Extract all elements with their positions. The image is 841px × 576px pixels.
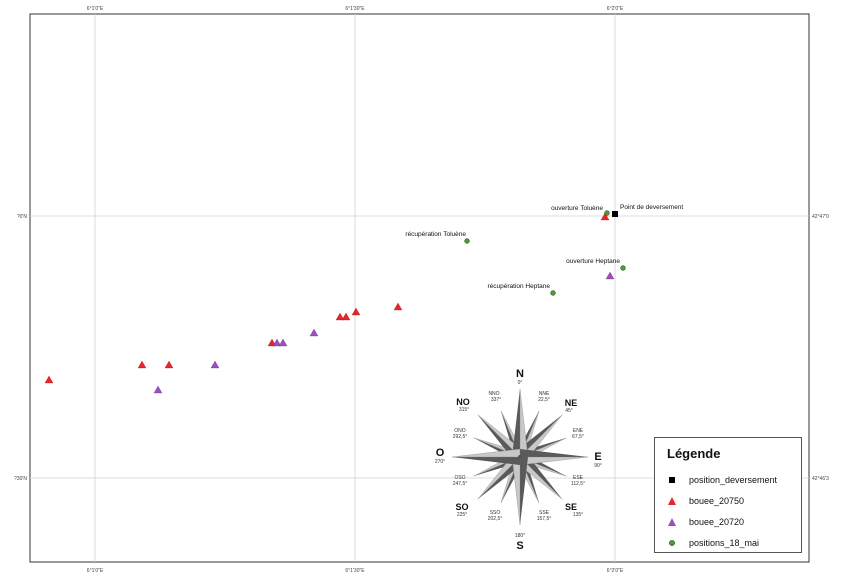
legend-item-bouee-20720: bouee_20720 [663,511,793,532]
compass-label-ene: ENE [573,428,584,434]
square-icon[interactable] [612,211,618,217]
red-triangle-icon[interactable] [44,375,54,384]
top-tick-label: 6°1'30"E [345,6,365,12]
legend-item-label: positions_18_mai [689,537,760,548]
compass-label-no: NO [456,397,470,407]
bouee-20750-layer [44,212,610,384]
compass-deg-sso: 202,5° [488,516,503,522]
top-tick-label: 6°1'0"E [87,6,104,12]
compass-deg-se: 135° [573,512,583,518]
red-triangle-icon[interactable] [335,312,345,321]
legend-item-label: bouee_20720 [689,516,745,527]
bottom-tick-label: 6°1'0"E [87,568,104,574]
compass-center [518,455,522,459]
label-recuperation-heptane: récupération Heptane [487,283,550,290]
compass-deg-ene: 67,5° [572,434,584,440]
red-triangle-icon[interactable] [351,307,361,316]
compass-deg-no: 315° [459,407,469,413]
green-circle-icon [663,539,681,547]
label-ouverture-heptane: ouverture Heptane [566,258,620,265]
right-tick-label: 42°46'3 [812,476,829,482]
red-triangle-icon[interactable] [600,212,610,221]
green-circle-icon[interactable] [464,238,470,244]
purple-triangle-icon[interactable] [278,338,288,347]
compass-label-ono: ONO [454,428,466,434]
compass-point [520,457,528,525]
compass-label-nno: NNO [488,391,499,397]
purple-triangle-icon[interactable] [605,271,615,280]
compass-point [512,389,520,457]
purple-triangle-icon[interactable] [210,360,220,369]
bottom-tick-label: 6°2'0"E [607,568,624,574]
compass-deg-nno: 337° [491,397,501,403]
legend-item-label: position_deversement [689,474,778,485]
purple-triangle-icon[interactable] [153,385,163,394]
green-circle-icon[interactable] [550,290,556,296]
red-triangle-icon[interactable] [164,360,174,369]
compass-deg-s: 180° [515,533,525,539]
compass-label-s: S [516,540,523,552]
compass-deg-oso: 247,5° [453,481,468,487]
bottom-tick-label: 6°1'30"E [345,568,365,574]
compass-deg-o: 270° [435,459,445,465]
square-icon [663,476,681,484]
compass-deg-sse: 157,5° [537,516,552,522]
compass-label-nne: NNE [539,391,550,397]
red-triangle-icon [663,496,681,506]
label-ouverture-toluene: ouverture Toluène [551,205,603,212]
label-point-deversement: Point de deversement [620,204,683,211]
bouee-20720-layer [153,271,615,394]
top-tick-label: 6°2'0"E [607,6,624,12]
compass-point [520,449,588,457]
compass-label-ne: NE [565,398,578,408]
compass-label-sse: SSE [539,510,550,516]
compass-deg-ne: 45° [565,408,573,414]
compass-label-n: N [516,368,524,380]
compass-label-oso: OSO [454,475,465,481]
legend-item-label: bouee_20750 [689,495,745,506]
compass-point [452,457,520,465]
compass-label-e: E [594,451,601,463]
legend-title: Légende [667,446,721,461]
compass-label-ese: ESE [573,475,584,481]
compass-deg-ono: 292,5° [453,434,468,440]
compass-deg-e: 90° [594,463,602,469]
compass-rose-icon: N 0° S 180° E 90° O 270° NE 45° NO 315° … [435,368,602,552]
red-triangle-icon[interactable] [393,302,403,311]
left-tick-label: ?30'N [14,476,27,482]
green-circle-icon[interactable] [620,265,626,271]
compass-label-sso: SSO [490,510,501,516]
label-recuperation-toluene: récupération Toluène [405,231,466,238]
legend-box: Légende position_deversement bouee_20750… [654,437,802,553]
legend-item-positions-18-mai: positions_18_mai [663,532,793,553]
positions-18-mai-layer [464,210,626,296]
compass-deg-ese: 112,5° [571,481,585,487]
compass-deg-n: 0° [518,380,523,386]
left-tick-label: ?0'N [17,214,28,220]
compass-points [451,388,589,526]
red-triangle-icon[interactable] [341,312,351,321]
green-circle-icon[interactable] [604,210,610,216]
compass-label-so: SO [455,502,468,512]
purple-triangle-icon[interactable] [309,328,319,337]
right-tick-label: 42°47'0 [812,214,829,220]
purple-triangle-icon [663,517,681,527]
compass-point [451,448,521,458]
legend-item-position-deversement: position_deversement [663,469,793,490]
purple-triangle-icon[interactable] [272,338,282,347]
compass-label-o: O [436,447,445,459]
compass-label-se: SE [565,502,577,512]
red-triangle-icon[interactable] [137,360,147,369]
compass-deg-nne: 22,5° [538,397,550,403]
compass-deg-so: 225° [457,512,467,518]
legend-item-bouee-20750: bouee_20750 [663,490,793,511]
